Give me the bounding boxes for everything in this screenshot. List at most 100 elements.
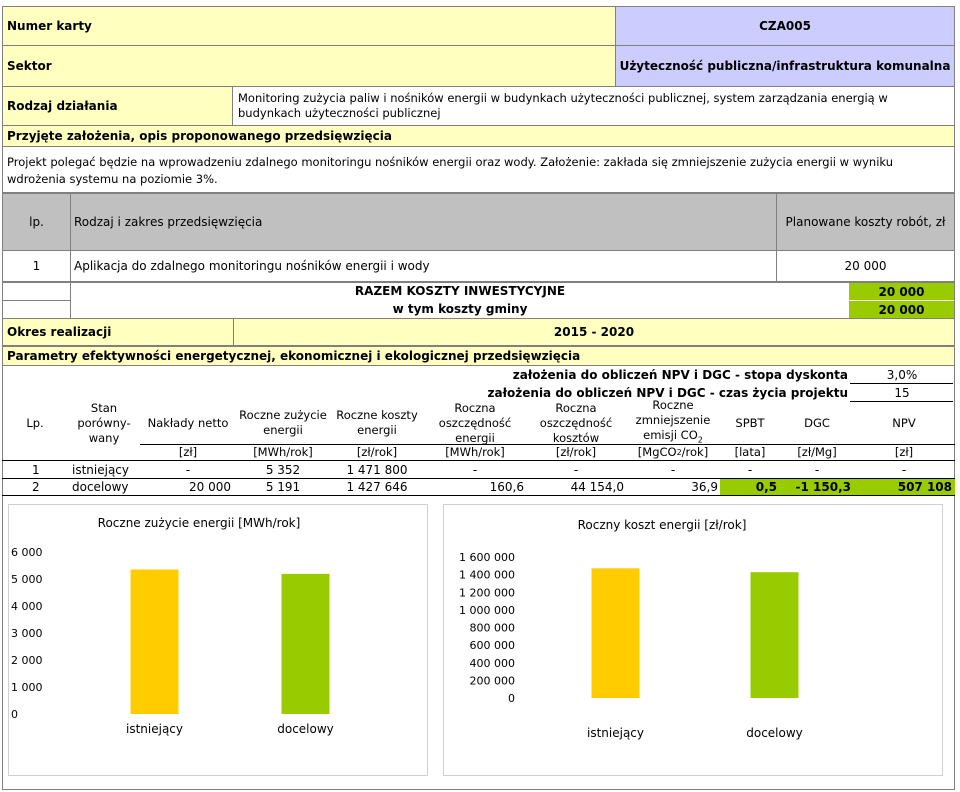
chart2-ytick-label: 400 000 xyxy=(470,657,516,670)
inv-col-cost: Planowane koszty robót, zł xyxy=(785,215,946,229)
pr1-cost-saving: - xyxy=(573,462,579,477)
ph-energy-cost: Roczne koszty energii xyxy=(330,402,424,444)
param-table-header: Lp. Stan porówny- wany Nakłady netto Roc… xyxy=(2,398,955,460)
ph-spbt: SPBT xyxy=(735,416,765,430)
action-type-label-cell: Rodzaj działania xyxy=(2,86,233,126)
ph-npv: NPV xyxy=(892,416,916,430)
period-label: Okres realizacji xyxy=(7,325,112,339)
pu-npv: [zł] xyxy=(894,445,914,459)
ph-co2-l3-wrap: emisji CO2 xyxy=(643,428,703,447)
inv-row-cost-value: 20 000 xyxy=(844,259,887,273)
pr1-capex: - xyxy=(185,462,191,477)
ph-energy-use-l1: Roczne zużycie xyxy=(239,408,327,422)
chart-energy-cost-panel: Roczny koszt energii [zł/rok] 0 200 000 40… xyxy=(443,504,943,776)
assumptions-label: Przyjęte założenia, opis proponowanego p… xyxy=(7,129,392,143)
chart1-category-label: istniejący xyxy=(126,722,183,736)
pr2-lp: 2 xyxy=(32,480,40,494)
ph-cost-saving-l2: oszczędność xyxy=(539,415,613,430)
inv-col-scope: Rodzaj i zakres przedsięwzięcia xyxy=(74,215,263,229)
pr1-state: istniejący xyxy=(72,462,129,477)
discount-underline xyxy=(850,383,953,384)
pr1-energy-use: 5 352 xyxy=(265,462,301,477)
pu-energy-use: [MWh/rok] xyxy=(253,445,313,459)
chart1-title: Roczne zużycie energii [MWh/rok] xyxy=(98,516,301,530)
chart2-ytick-label: 0 xyxy=(508,692,515,705)
description-cell: Projekt polegać będzie na wprowadzeniu z… xyxy=(2,146,955,193)
inv-header-cost: Planowane koszty robót, zł xyxy=(776,193,955,251)
chart2-ytick-label: 1 200 000 xyxy=(459,586,515,599)
ph-co2: Roczne zmniejszenie emisji CO2 xyxy=(626,398,720,447)
parameters-title: Parametry efektywności energetycznej, ek… xyxy=(7,349,581,363)
chart1-ytick-label: 3 000 xyxy=(11,627,43,640)
pr2-energy-cost: 1 427 646 xyxy=(346,480,408,494)
lifetime-value: 15 xyxy=(894,386,910,400)
pr2-capex: 20 000 xyxy=(189,480,231,494)
chart1-bar xyxy=(281,573,330,714)
pu-capex: [zł] xyxy=(178,445,198,459)
inv-row-lp: 1 xyxy=(2,250,71,282)
pr1-lp: 1 xyxy=(32,462,40,477)
period-label-cell: Okres realizacji xyxy=(2,318,234,346)
inv-row-cost: 20 000 xyxy=(776,250,955,282)
ph-dgc: DGC xyxy=(804,416,830,430)
chart1-ytick-label: 2 000 xyxy=(11,654,43,667)
sector-value-cell: Użyteczność publiczna/infrastruktura kom… xyxy=(615,45,955,87)
totals-block: RAZEM KOSZTY INWESTYCYJNE w tym koszty g… xyxy=(2,282,955,318)
inv-row-lp-value: 1 xyxy=(32,259,41,273)
pr1-energy-cost: 1 471 800 xyxy=(346,462,408,477)
chart1-ytick-label: 5 000 xyxy=(11,573,43,586)
chart1-category-label: docelowy xyxy=(277,722,334,736)
pr1-spbt: - xyxy=(747,462,753,477)
chart2-ytick-label: 1 400 000 xyxy=(459,569,515,582)
pr2-npv: 507 108 xyxy=(854,479,955,495)
pr2-energy-use: 5 191 xyxy=(265,480,301,494)
chart2-bar xyxy=(750,572,799,698)
action-type-label: Rodzaj działania xyxy=(7,99,118,113)
ph-cost-saving-l3: kosztów xyxy=(552,430,600,445)
pr2-state: docelowy xyxy=(72,480,129,494)
pr2-spbt: 0,5 xyxy=(720,479,780,495)
pu-dgc: [zł/Mg] xyxy=(797,445,837,459)
ph-capex: Nakłady netto xyxy=(147,416,229,430)
card-number-value-cell: CZA005 xyxy=(615,6,955,46)
ph-energy-saving-l3: energii xyxy=(455,430,495,445)
ph-energy-use-l2: energii xyxy=(263,423,303,437)
ph-energy-saving-l2: oszczędność xyxy=(438,415,512,430)
ph-energy-cost-l1: Roczne koszty xyxy=(336,408,418,422)
chart2-bar xyxy=(591,568,640,698)
chart1-ytick-label: 4 000 xyxy=(11,600,43,613)
action-type-value: Monitoring zużycia paliw i nośników ener… xyxy=(238,91,888,120)
discount-value: 3,0% xyxy=(886,368,918,382)
chart2-ytick-label: 600 000 xyxy=(470,639,516,652)
inv-header-scope: Rodzaj i zakres przedsięwzięcia xyxy=(70,193,777,251)
inv-row-scope: Aplikacja do zdalnego monitoringu nośnik… xyxy=(70,250,777,282)
chart2-category-label: docelowy xyxy=(746,726,803,740)
pu-cost-saving: [zł/rok] xyxy=(555,445,597,459)
assumptions-label-cell: Przyjęte założenia, opis proponowanego p… xyxy=(2,125,955,147)
ph-state: Stan porówny- wany xyxy=(68,401,140,445)
parameters-title-cell: Parametry efektywności energetycznej, ek… xyxy=(2,346,955,366)
chart-energy-use-panel: Roczne zużycie energii [MWh/rok] 0 1 000 2… xyxy=(8,504,428,776)
inv-col-lp: lp. xyxy=(29,215,44,229)
total-value: 20 000 xyxy=(849,283,954,300)
pr2-energy-saving: 160,6 xyxy=(489,480,524,494)
period-value: 2015 - 2020 xyxy=(553,325,635,339)
period-value-cell: 2015 - 2020 xyxy=(233,318,955,346)
ph-cost-saving-l1: Roczna xyxy=(555,400,597,415)
lifetime-underline xyxy=(850,401,953,402)
pr1-dgc: - xyxy=(814,462,820,477)
ph-energy-use: Roczne zużycie energii xyxy=(236,402,330,444)
ph-cost-saving: Roczna oszczędność kosztów xyxy=(526,400,626,445)
ph-co2-l2: zmniejszenie xyxy=(635,413,711,428)
lifetime-label: założenia do obliczeń NPV i DGC - czas ż… xyxy=(487,386,849,400)
chart2-category-label: istniejący xyxy=(587,726,644,740)
ph-co2-sub: 2 xyxy=(697,435,703,445)
pu-co2-sub: 2 xyxy=(676,447,682,457)
pu-energy-cost: [zł/rok] xyxy=(356,445,398,459)
pr2-dgc: -1 150,3 xyxy=(780,479,854,495)
pu-co2: [MgCO 2/rok] xyxy=(626,444,720,460)
pr2-cost-saving: 44 154,0 xyxy=(570,480,624,494)
chart-energy-use: Roczne zużycie energii [MWh/rok] 0 1 000 2… xyxy=(11,516,334,736)
sector-label-cell: Sektor xyxy=(2,45,616,87)
ph-energy-saving: Roczna oszczędność energii xyxy=(424,401,526,445)
